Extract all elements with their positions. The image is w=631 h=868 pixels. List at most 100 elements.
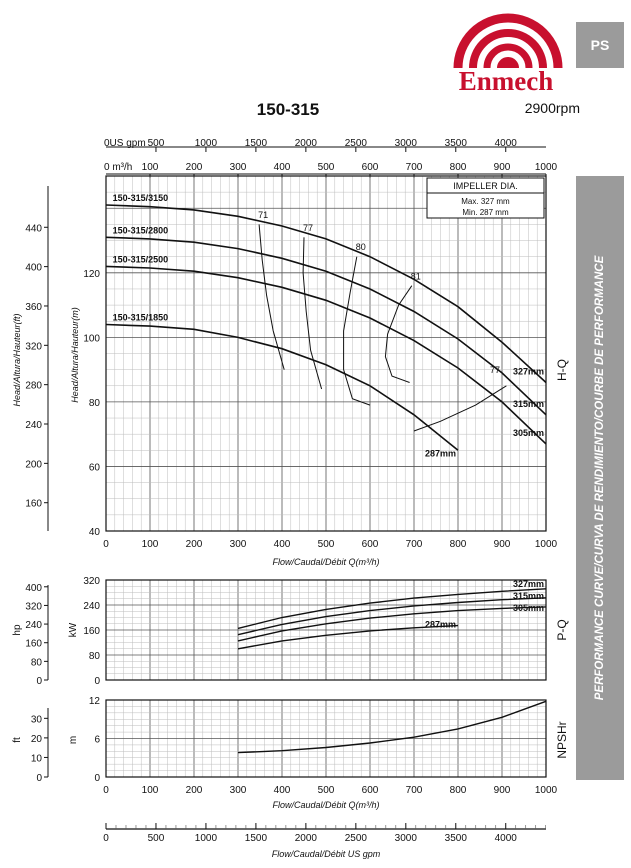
npsh-frame [105, 699, 547, 778]
top-gpm-tick-label: 3000 [395, 138, 418, 149]
top-m3h-tick-label: 500 [318, 162, 335, 173]
hq-x-tick-label: 200 [186, 539, 203, 550]
pq-y-tick-label: 320 [83, 576, 100, 587]
hq-efficiency-label: 77 [490, 365, 500, 375]
hq-y-tick-label: 40 [89, 527, 101, 538]
hq-ft-tick-label: 280 [25, 381, 42, 392]
usgpm-tick-label: 3500 [445, 833, 468, 844]
hq-curve-327mm [105, 204, 547, 384]
pq-hp-tick-label: 320 [25, 601, 42, 612]
hq-ft-tick-label: 160 [25, 499, 42, 510]
pq-hp-tick-label: 0 [36, 676, 42, 687]
hq-x-tick-label: 800 [450, 539, 467, 550]
npsh-x-tick-label: 1000 [535, 785, 558, 796]
npsh-x-tick-label: 400 [274, 785, 291, 796]
top-gpm-start-label: 0US gpm [104, 138, 146, 149]
pq-curve-label: 305mm [513, 603, 544, 613]
usgpm-tick-label: 1500 [245, 833, 268, 844]
top-m3h-tick-label: 300 [230, 162, 247, 173]
top-gpm-tick-label: 1500 [245, 138, 268, 149]
pq-curve-287mm [237, 624, 459, 650]
npsh-x-tick-label: 200 [186, 785, 203, 796]
hq-x-tick-label: 1000 [535, 539, 558, 550]
top-gpm-tick-label: 4000 [495, 138, 518, 149]
hq-efficiency-curve [413, 385, 507, 432]
usgpm-tick-label: 1000 [195, 833, 218, 844]
hq-x-tick-label: 500 [318, 539, 335, 550]
usgpm-axis-label: Flow/Caudal/Débit US gpm [272, 849, 381, 859]
usgpm-tick-label: 500 [148, 833, 165, 844]
usgpm-tick-label: 2000 [295, 833, 318, 844]
hq-frame [105, 175, 547, 532]
usgpm-tick-label: 3000 [395, 833, 418, 844]
pq-frame [105, 579, 547, 681]
hq-x-tick-label: 0 [103, 539, 109, 550]
npsh-x-tick-label: 900 [494, 785, 511, 796]
npsh-m-axis-label: m [68, 736, 79, 744]
npsh-x-tick-label: 800 [450, 785, 467, 796]
npsh-curve [237, 700, 547, 754]
hq-efficiency-curve [384, 285, 413, 383]
hq-efficiency-curve [343, 256, 371, 406]
hq-efficiency-label: 77 [303, 223, 313, 233]
pq-curve-label: 327mm [513, 579, 544, 589]
top-m3h-tick-label: 200 [186, 162, 203, 173]
usgpm-tick-label: 2500 [345, 833, 368, 844]
pq-y-tick-label: 80 [89, 651, 101, 662]
pq-hp-tick-label: 400 [25, 583, 42, 594]
pq-panel-label: P-Q [555, 619, 569, 640]
pq-hp-axis-label: hp [12, 624, 23, 636]
hq-panel-label: H-Q [555, 359, 569, 381]
hq-curve-label: 327mm [513, 367, 544, 377]
npsh-ft-tick-label: 30 [31, 714, 43, 725]
hq-ft-tick-label: 320 [25, 341, 42, 352]
top-gpm-tick-label: 2500 [345, 138, 368, 149]
npsh-y-tick-label: 0 [94, 773, 100, 784]
model-title: 150-315 [256, 100, 320, 119]
top-m3h-tick-label: 600 [362, 162, 379, 173]
top-m3h-tick-label: 400 [274, 162, 291, 173]
hq-model-label: 150-315/2500 [113, 254, 169, 264]
pq-curve-327mm [237, 588, 547, 630]
hq-efficiency-label: 80 [356, 242, 366, 252]
top-m3h-tick-label: 900 [494, 162, 511, 173]
hq-model-label: 150-315/2800 [113, 225, 169, 235]
top-m3h-tick-label: 1000 [535, 162, 558, 173]
npsh-x-tick-label: 500 [318, 785, 335, 796]
hq-ft-tick-label: 240 [25, 420, 42, 431]
hq-efficiency-label: 71 [258, 210, 268, 220]
top-m3h-start-label: 0 m³/h [104, 162, 132, 173]
npsh-x-axis-label: Flow/Caudal/Débit Q(m³/h) [272, 800, 379, 810]
pq-curve-label: 287mm [425, 620, 456, 630]
impeller-box-title: IMPELLER DIA. [453, 181, 518, 191]
ps-tab: PS [576, 22, 624, 68]
hq-x-tick-label: 900 [494, 539, 511, 550]
npsh-ft-axis-label: ft [12, 737, 23, 743]
pq-curve-305mm [237, 606, 547, 642]
usgpm-tick-label: 0 [103, 833, 109, 844]
hq-x-tick-label: 400 [274, 539, 291, 550]
hq-y-tick-label: 60 [89, 462, 101, 473]
pq-hp-tick-label: 80 [31, 657, 43, 668]
hq-ft-tick-label: 440 [25, 223, 42, 234]
npsh-y-tick-label: 6 [94, 735, 100, 746]
hq-curve-label: 287mm [425, 448, 456, 458]
npsh-y-tick-label: 12 [89, 696, 101, 707]
pq-curve-label: 315mm [513, 591, 544, 601]
usgpm-tick-label: 4000 [495, 833, 518, 844]
npsh-ft-tick-label: 20 [31, 734, 43, 745]
impeller-box-max: Max. 327 mm [461, 197, 510, 206]
hq-x-axis-label: Flow/Caudal/Débit Q(m³/h) [272, 557, 379, 567]
pq-kw-axis-label: kW [68, 622, 79, 637]
hq-curve-287mm [105, 323, 459, 451]
hq-y-tick-label: 120 [83, 269, 100, 280]
hq-efficiency-curve [258, 224, 285, 370]
hq-x-tick-label: 300 [230, 539, 247, 550]
hq-y-tick-label: 80 [89, 398, 101, 409]
hq-x-tick-label: 700 [406, 539, 423, 550]
impeller-box [426, 177, 545, 219]
top-gpm-tick-label: 500 [148, 138, 165, 149]
npsh-panel-label: NPSHr [555, 721, 569, 758]
top-m3h-tick-label: 800 [450, 162, 467, 173]
npsh-x-tick-label: 600 [362, 785, 379, 796]
